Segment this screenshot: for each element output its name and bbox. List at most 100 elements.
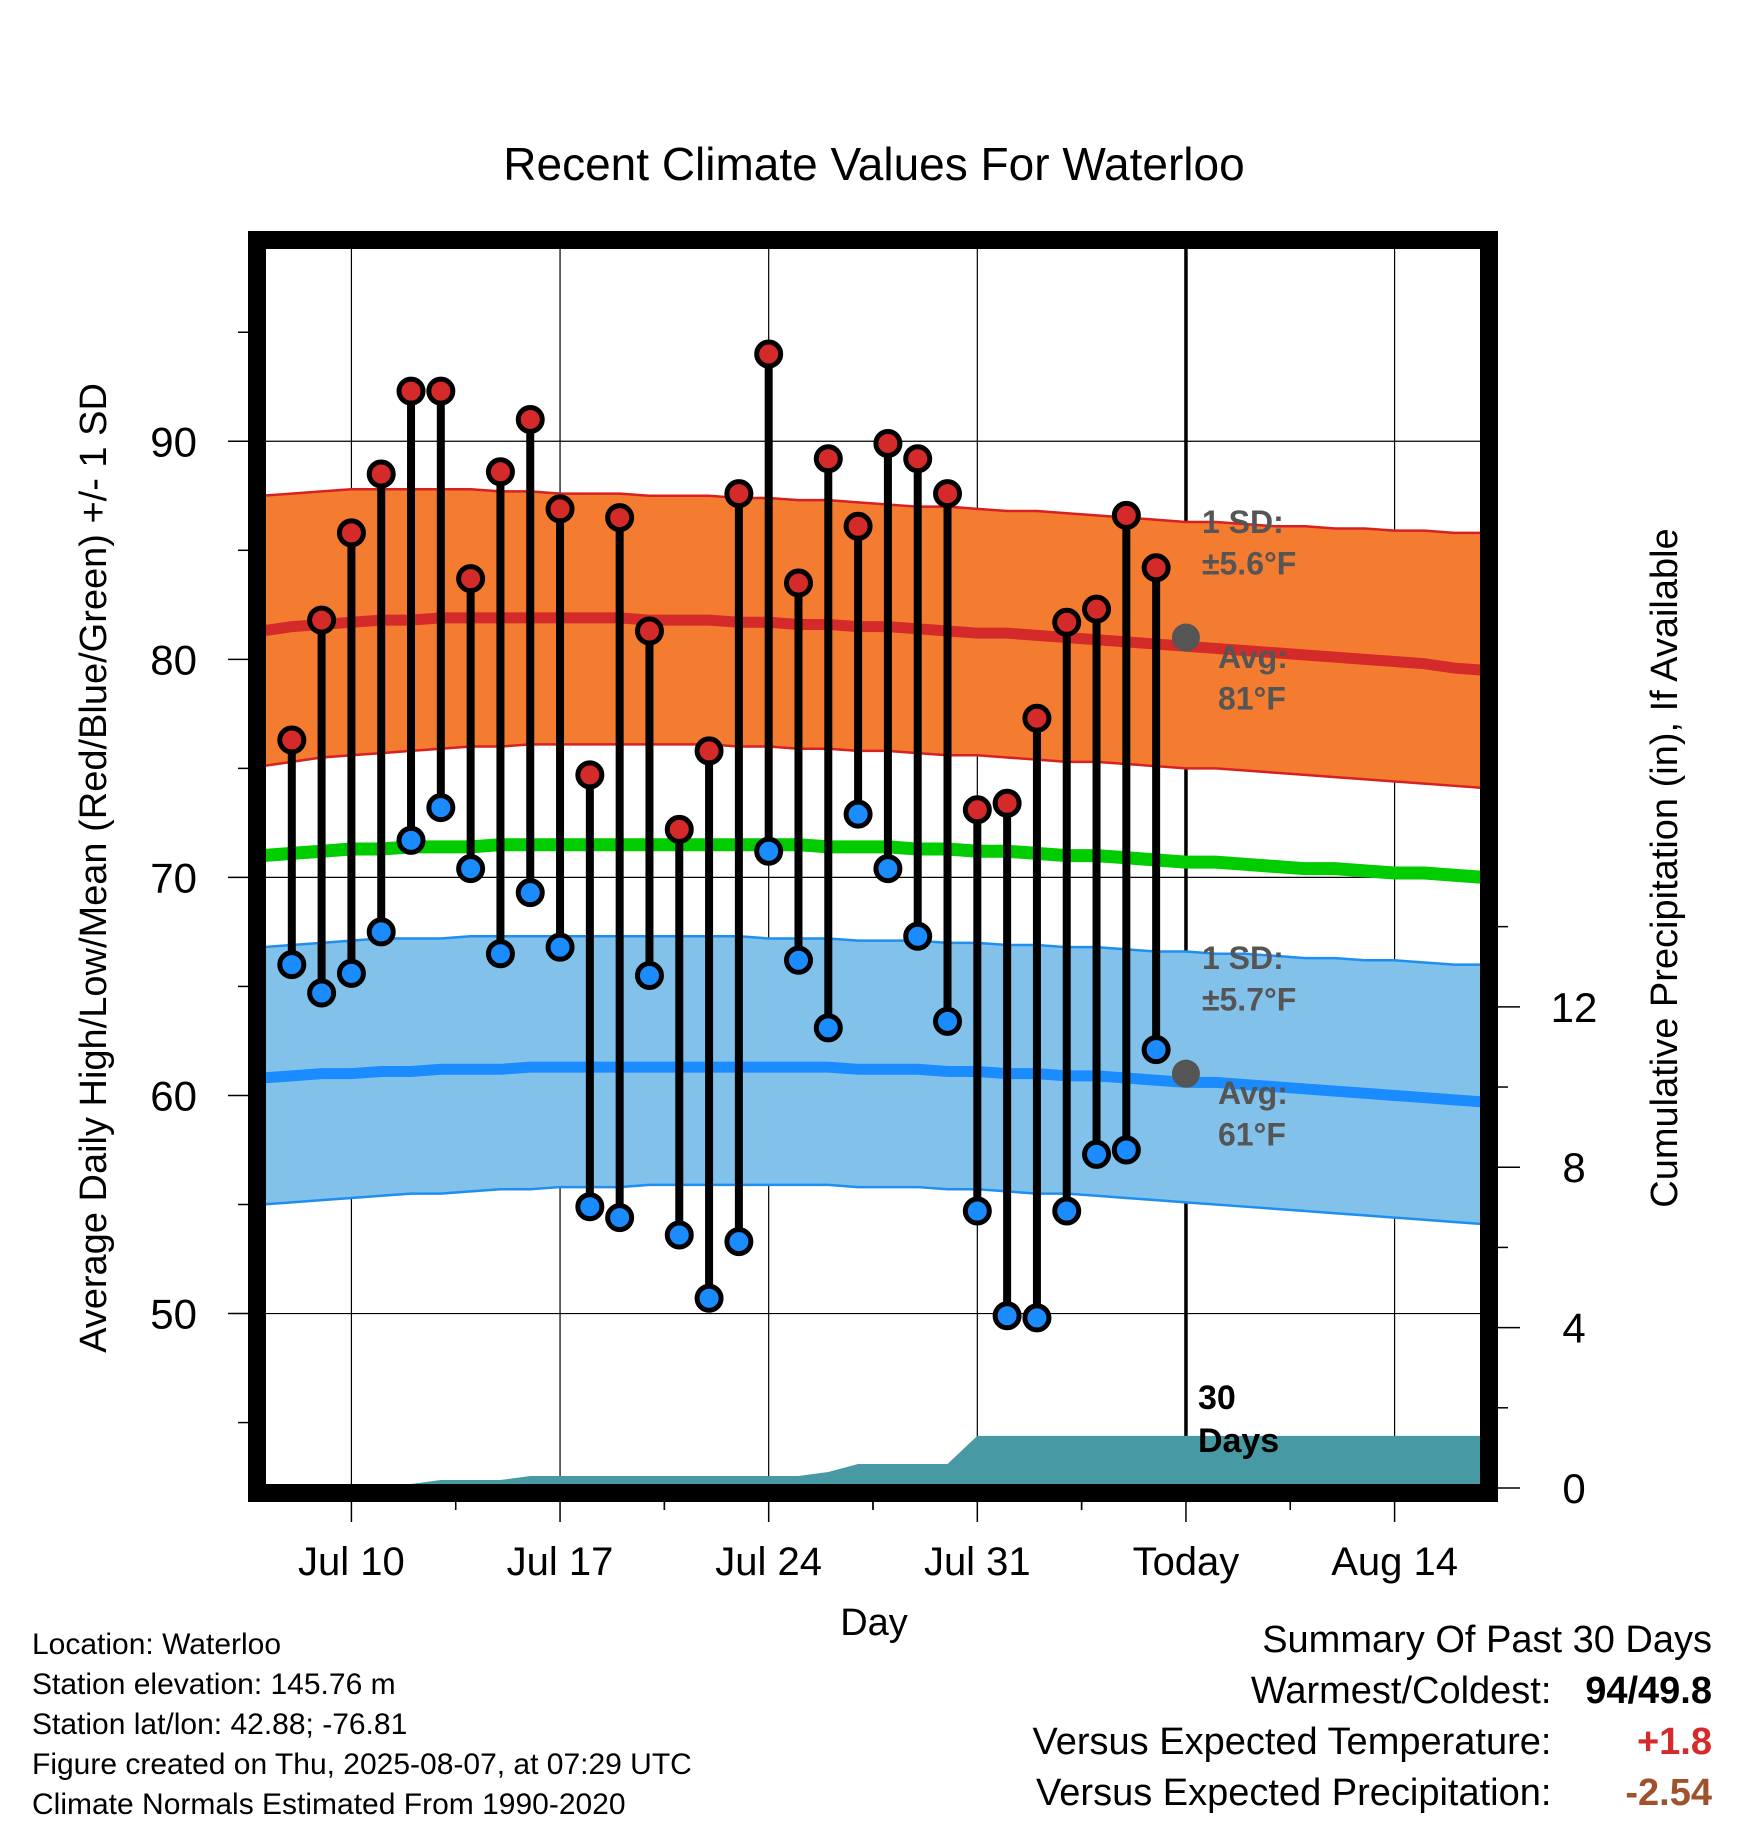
avg-high-line: [261, 612, 1485, 676]
low-temp-point: [456, 854, 486, 884]
low-temp-point: [724, 1227, 754, 1257]
chart-title: Recent Climate Values For Waterloo: [503, 138, 1244, 190]
low-temp-point: [1111, 1135, 1141, 1165]
high-temp-point: [605, 503, 635, 533]
today-high-avg-marker: [1171, 623, 1200, 652]
temp-label: Versus Expected Temperature:: [1032, 1721, 1552, 1763]
high-temp-point: [634, 616, 664, 646]
high-temp-point: [724, 479, 754, 509]
plot-frame: [248, 231, 1498, 1502]
created-text: Figure created on Thu, 2025-08-07, at 07…: [32, 1748, 692, 1781]
low-temp-point: [1141, 1035, 1171, 1065]
daily-observations: [277, 339, 1171, 1333]
x-axis-label: Day: [840, 1602, 908, 1644]
x-tick-label: Jul 10: [298, 1540, 405, 1584]
high-sd-value: ±5.6°F: [1202, 545, 1296, 581]
high-temp-point: [1141, 553, 1171, 583]
high-temp-point: [545, 494, 575, 524]
today-label-line1: 30: [1198, 1379, 1236, 1417]
low-temp-point: [1052, 1196, 1082, 1226]
elevation-text: Station elevation: 145.76 m: [32, 1668, 396, 1701]
right-tick-label: 8: [1562, 1144, 1585, 1191]
low-temp-point: [843, 799, 873, 829]
high-temp-point: [575, 760, 605, 790]
high-band-upper-edge: [261, 487, 1484, 535]
summary-precip-row: Versus Expected Precipitation: -2.54: [1033, 1768, 1712, 1819]
avg-mean-line: [261, 838, 1485, 884]
x-tick-label: Jul 17: [507, 1540, 614, 1584]
low-temp-point: [396, 825, 426, 855]
left-tick-label: 70: [150, 854, 197, 901]
high-sd-label: 1 SD:: [1202, 504, 1284, 540]
high-temp-point: [485, 457, 515, 487]
low-temp-point: [962, 1196, 992, 1226]
low-temp-point: [694, 1283, 724, 1313]
x-tick-label: Aug 14: [1331, 1540, 1458, 1584]
summary-panel: Summary Of Past 30 Days Warmest/Coldest:…: [1033, 1615, 1712, 1819]
right-tick-label: 12: [1551, 984, 1598, 1031]
warmest-label: Warmest/Coldest:: [1250, 1670, 1552, 1712]
x-tick-label: Jul 24: [715, 1540, 822, 1584]
precipitation-fill: [262, 1435, 1484, 1488]
precip-value: -2.54: [1625, 1772, 1712, 1814]
y-axis-label-left: Average Daily High/Low/Mean (Red/Blue/Gr…: [73, 383, 115, 1353]
normals-text: Climate Normals Estimated From 1990-2020: [32, 1788, 626, 1821]
today-label-line2: Days: [1198, 1422, 1279, 1460]
high-temp-point: [1022, 703, 1052, 733]
low-temp-point: [634, 961, 664, 991]
low-temp-point: [605, 1203, 635, 1233]
high-temp-point: [933, 479, 963, 509]
low-temp-point: [307, 978, 337, 1008]
high-temp-point: [694, 736, 724, 766]
axes: 50 60 70 80 90 0 4 8 12 Jul 10 Jul 17 Jul 24 Jul 31 T…: [150, 231, 1598, 1584]
high-temp-point: [336, 518, 366, 548]
low-sd-label: 1 SD:: [1202, 940, 1284, 976]
low-temp-point: [783, 945, 813, 975]
low-temp-point: [1082, 1139, 1112, 1169]
low-band-upper-edge: [261, 935, 1484, 966]
low-temp-point: [873, 854, 903, 884]
high-temp-point: [456, 564, 486, 594]
high-temp-point: [426, 376, 456, 406]
high-temp-point: [843, 511, 873, 541]
high-temp-point: [783, 568, 813, 598]
high-temp-point: [277, 725, 307, 755]
location-text: Location: Waterloo: [32, 1628, 282, 1661]
low-band-lower-edge: [261, 1183, 1485, 1226]
summary-temp-row: Versus Expected Temperature: +1.8: [1033, 1717, 1712, 1768]
station-info: Location: Waterloo Station elevation: 14…: [32, 1625, 692, 1825]
high-temp-point: [992, 788, 1022, 818]
low-temp-point: [545, 932, 575, 962]
low-temp-point: [426, 793, 456, 823]
low-temp-point: [366, 917, 396, 947]
low-temp-point: [575, 1192, 605, 1222]
left-tick-label: 60: [150, 1072, 197, 1119]
low-sd-band: [262, 936, 1484, 1225]
high-temp-point: [1111, 500, 1141, 530]
avg-low-line: [261, 1061, 1485, 1108]
low-temp-point: [336, 958, 366, 988]
high-temp-point: [813, 444, 843, 474]
high-temp-point: [1082, 594, 1112, 624]
warmest-value: 94/49.8: [1562, 1666, 1712, 1717]
normal-bands: [261, 487, 1485, 1226]
high-temp-point: [515, 404, 545, 434]
low-temp-point: [277, 950, 307, 980]
low-temp-point: [485, 939, 515, 969]
high-avg-label: Avg:: [1218, 639, 1288, 675]
low-temp-point: [903, 921, 933, 951]
high-temp-point: [873, 428, 903, 458]
right-tick-label: 0: [1562, 1465, 1585, 1512]
low-temp-point: [515, 878, 545, 908]
low-temp-point: [1022, 1303, 1052, 1333]
left-tick-label: 80: [150, 636, 197, 683]
annotations: 1 SD: ±5.6°F Avg: 81°F 1 SD: ±5.7°F Avg: 61°F 30…: [1171, 504, 1296, 1460]
high-band-lower-edge: [261, 743, 1485, 790]
latlon-text: Station lat/lon: 42.88; -76.81: [32, 1708, 408, 1741]
warmest-high: 94: [1585, 1670, 1628, 1712]
precip-label: Versus Expected Precipitation:: [1036, 1772, 1552, 1814]
low-sd-value: ±5.7°F: [1202, 981, 1296, 1017]
high-temp-point: [754, 339, 784, 369]
low-temp-point: [664, 1220, 694, 1250]
